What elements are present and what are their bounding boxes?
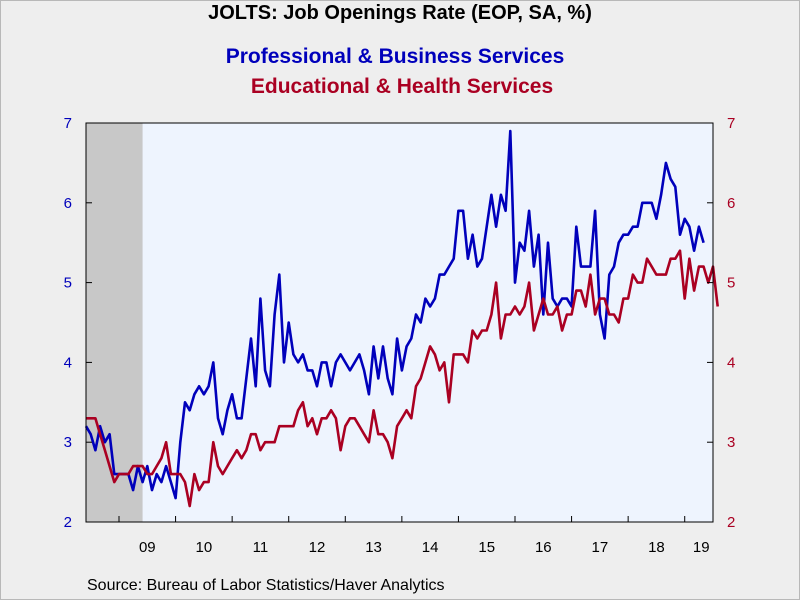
y-left-tick-label: 4 [64, 354, 72, 371]
x-tick-label: 16 [535, 539, 552, 556]
y-right-tick-label: 2 [727, 514, 735, 531]
x-tick-label: 19 [693, 539, 710, 556]
y-right-tick-label: 5 [727, 275, 735, 292]
chart-title: JOLTS: Job Openings Rate (EOP, SA, %) [208, 2, 592, 24]
x-tick-label: 11 [253, 539, 269, 556]
y-left-tick-label: 2 [64, 514, 72, 531]
y-right-tick-label: 3 [727, 434, 735, 451]
x-tick-label: 17 [592, 539, 609, 556]
y-right-tick-label: 6 [727, 195, 735, 212]
y-left-tick-label: 3 [64, 434, 72, 451]
source-note: Source: Bureau of Labor Statistics/Haver… [87, 577, 445, 594]
x-tick-label: 15 [478, 539, 495, 556]
x-tick-label: 13 [365, 539, 382, 556]
plot-border [85, 122, 714, 523]
series-label-professional-business: Professional & Business Services [225, 45, 565, 68]
y-right-tick-label: 7 [727, 115, 735, 132]
y-left-tick-label: 7 [64, 115, 72, 132]
x-tick-label: 12 [309, 539, 326, 556]
x-tick-label: 18 [648, 539, 665, 556]
recession-shading [86, 123, 143, 522]
y-right-tick-label: 4 [727, 354, 735, 371]
y-left-tick-label: 5 [64, 275, 72, 292]
series-line-educational-health [86, 249, 719, 508]
x-tick-label: 09 [139, 539, 156, 556]
plot-background [86, 123, 713, 522]
y-left-tick-label: 6 [64, 195, 72, 212]
x-tick-label: 14 [422, 539, 439, 556]
series-label-educational-health: Educational & Health Services [250, 75, 554, 98]
series-line-professional-business [84, 129, 705, 500]
x-tick-label: 10 [196, 539, 213, 556]
